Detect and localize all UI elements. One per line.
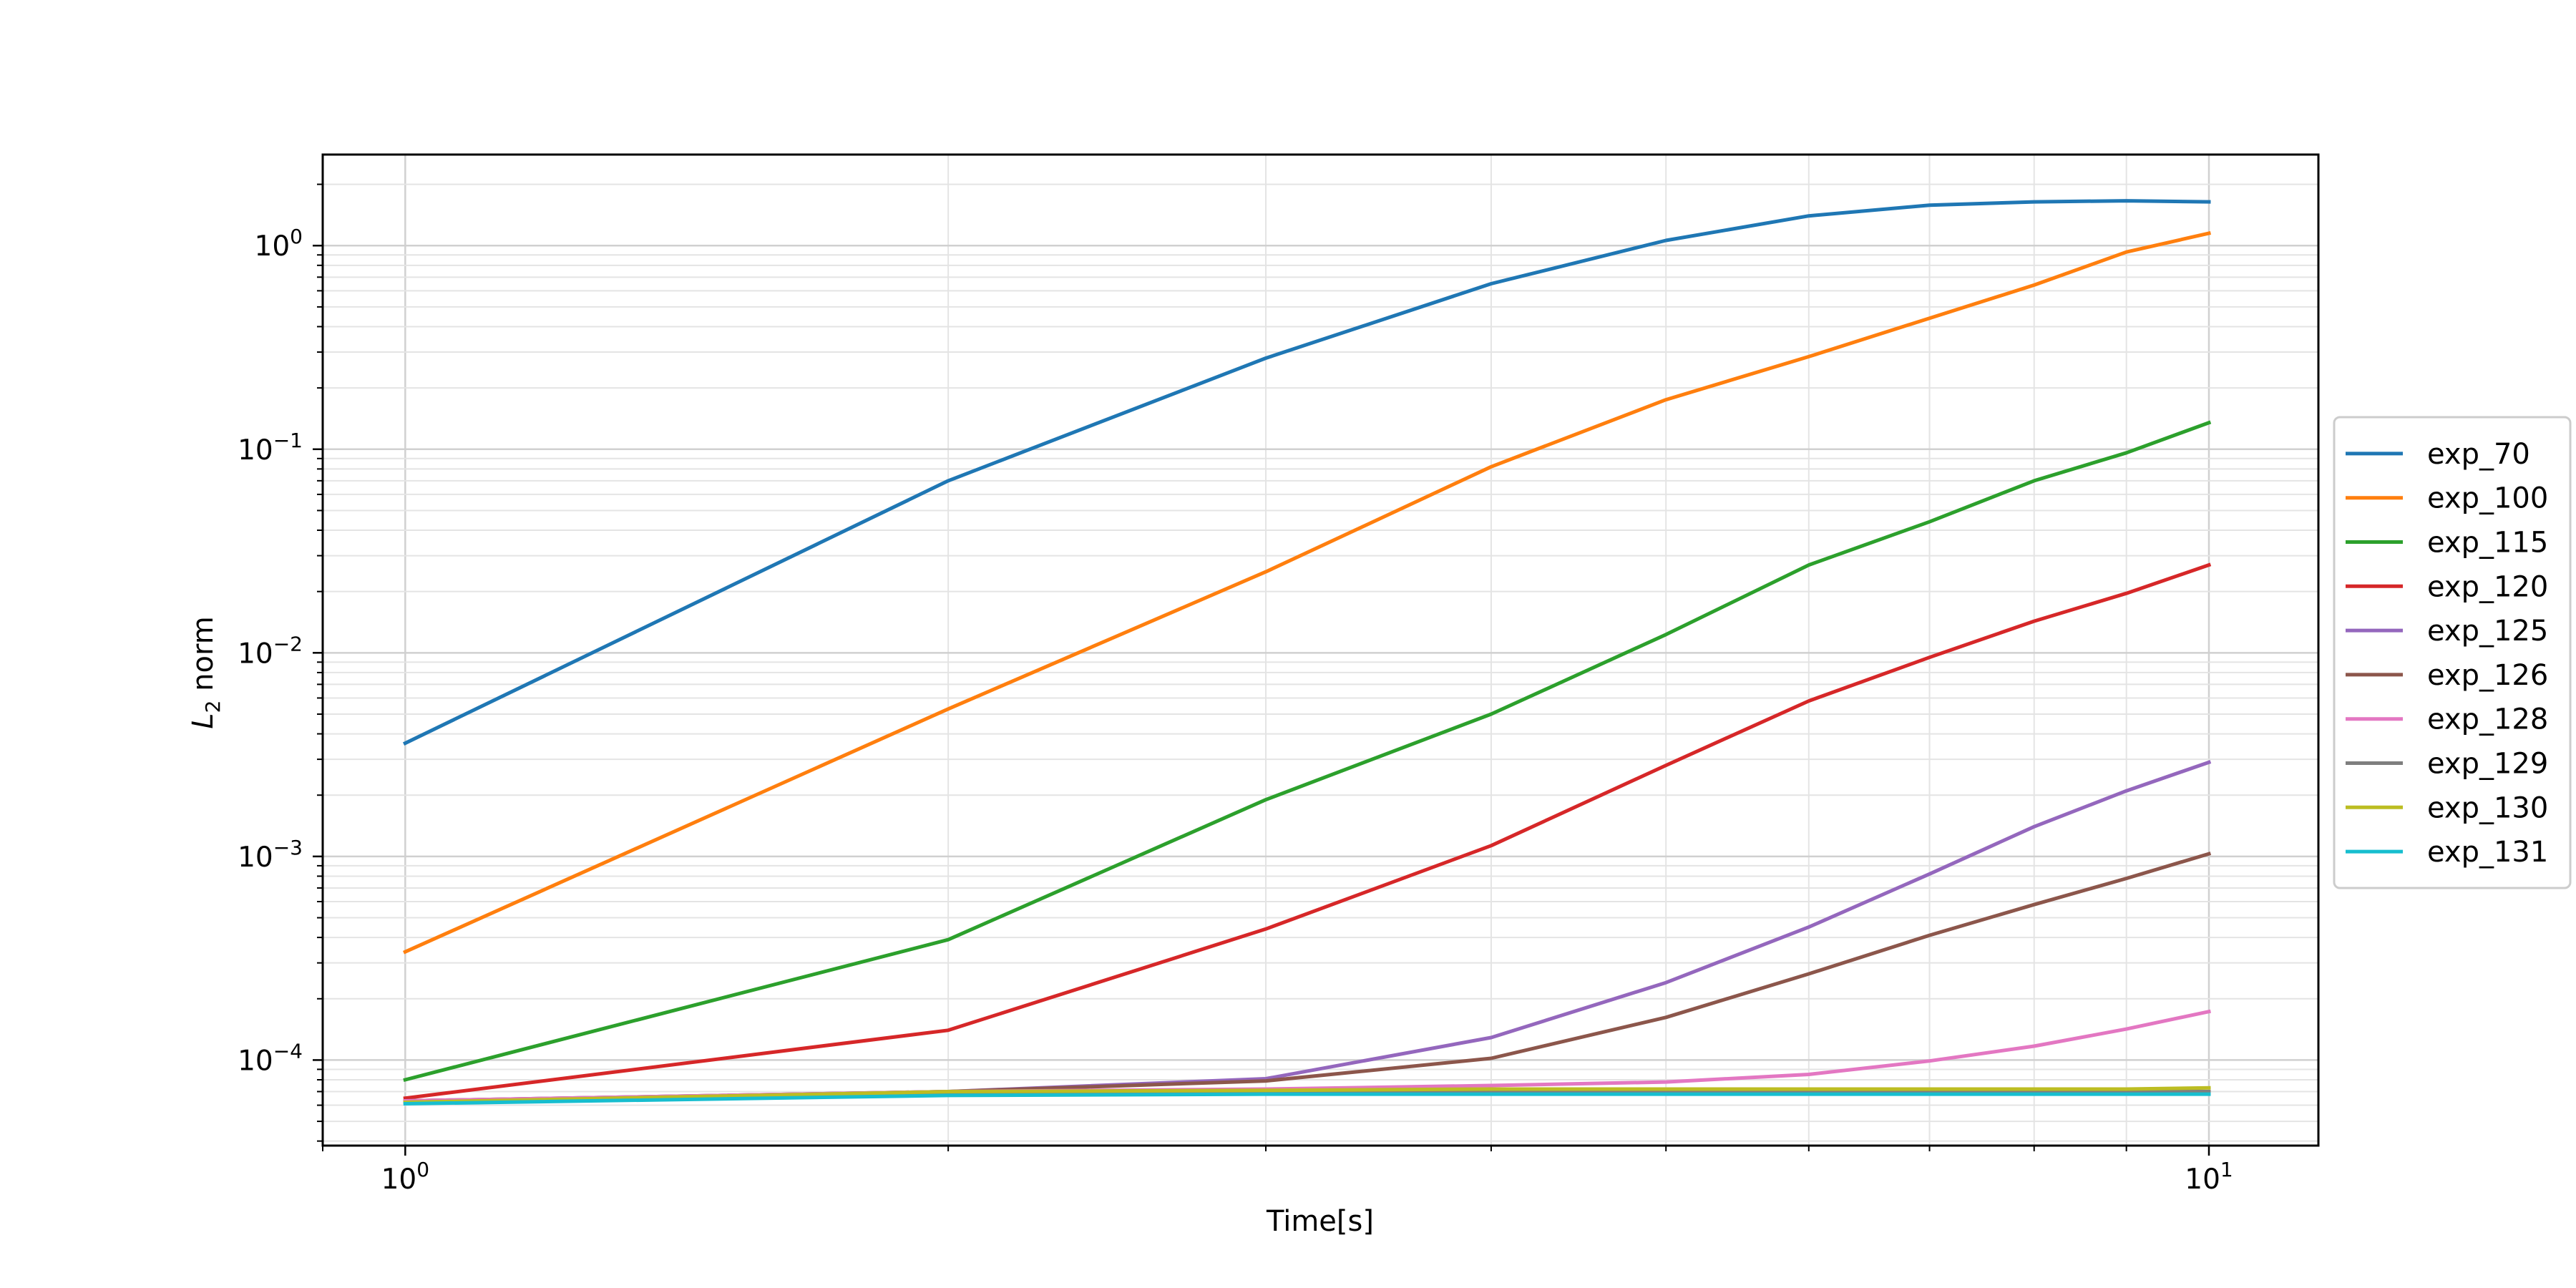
y-axis-label: L2 norm bbox=[187, 616, 225, 728]
y-tick-label: 10−4 bbox=[238, 1039, 303, 1077]
y-tick-label: 100 bbox=[255, 225, 303, 263]
y-tick-label-exponent: −2 bbox=[273, 632, 303, 655]
y-tick-label: 10−2 bbox=[238, 632, 303, 670]
x-tick-label-exponent: 0 bbox=[416, 1158, 429, 1181]
legend-label: exp_125 bbox=[2427, 615, 2548, 648]
grid bbox=[322, 155, 2318, 1146]
legend-label: exp_70 bbox=[2427, 438, 2530, 471]
legend: exp_70 exp_100 exp_115 exp_120 exp_125 exp_12… bbox=[2333, 416, 2572, 889]
y-tick-label: 10−3 bbox=[238, 836, 303, 874]
y-tick-label-exponent: −3 bbox=[273, 836, 303, 859]
legend-label: exp_129 bbox=[2427, 748, 2548, 781]
series-lines bbox=[402, 199, 2212, 1106]
legend-label: exp_120 bbox=[2427, 570, 2548, 603]
x-tick-label-base: 10 bbox=[2185, 1163, 2220, 1196]
y-axis-label-symbol: L bbox=[187, 713, 220, 728]
x-tick-label-exponent: 1 bbox=[2220, 1158, 2233, 1181]
legend-label: exp_126 bbox=[2427, 659, 2548, 692]
y-axis-label-text: norm bbox=[187, 616, 220, 700]
y-tick-label-base: 10 bbox=[238, 1045, 273, 1077]
y-axis-label-subscript: 2 bbox=[201, 701, 225, 713]
series-line-exp-126 bbox=[403, 852, 2212, 1103]
y-tick-label-base: 10 bbox=[238, 638, 273, 670]
y-tick-label-base: 10 bbox=[238, 434, 273, 467]
x-tick-label: 101 bbox=[2185, 1158, 2233, 1196]
legend-label: exp_130 bbox=[2427, 791, 2548, 824]
series-line-exp-115 bbox=[403, 420, 2212, 1083]
plot-frame bbox=[321, 153, 2320, 1147]
legend-label: exp_115 bbox=[2427, 527, 2548, 560]
x-axis-label: Time[s] bbox=[1266, 1205, 1374, 1238]
legend-label: exp_100 bbox=[2427, 482, 2548, 515]
x-tick-label-base: 10 bbox=[381, 1163, 417, 1196]
y-tick-label-exponent: −4 bbox=[273, 1039, 303, 1063]
legend-label: exp_128 bbox=[2427, 703, 2548, 736]
legend-box bbox=[2333, 416, 2572, 889]
legend-label: exp_131 bbox=[2427, 836, 2548, 869]
legend-items: exp_70 exp_100 exp_115 exp_120 exp_125 exp_12… bbox=[2346, 438, 2548, 869]
x-tick-label: 100 bbox=[381, 1158, 429, 1196]
y-tick-label: 10−1 bbox=[238, 429, 303, 467]
y-tick-label-base: 10 bbox=[238, 841, 273, 874]
series-line-exp-100 bbox=[402, 231, 2211, 955]
y-tick-label-exponent: −1 bbox=[273, 429, 303, 452]
series-line-exp-120 bbox=[403, 562, 2212, 1101]
series-line-exp-130 bbox=[403, 1085, 2211, 1105]
axis-ticks bbox=[313, 183, 2210, 1156]
y-tick-label-exponent: 0 bbox=[290, 225, 303, 248]
y-tick-label-base: 10 bbox=[255, 230, 291, 263]
series-line-exp-131 bbox=[403, 1092, 2211, 1106]
series-line-exp-70 bbox=[402, 199, 2211, 746]
